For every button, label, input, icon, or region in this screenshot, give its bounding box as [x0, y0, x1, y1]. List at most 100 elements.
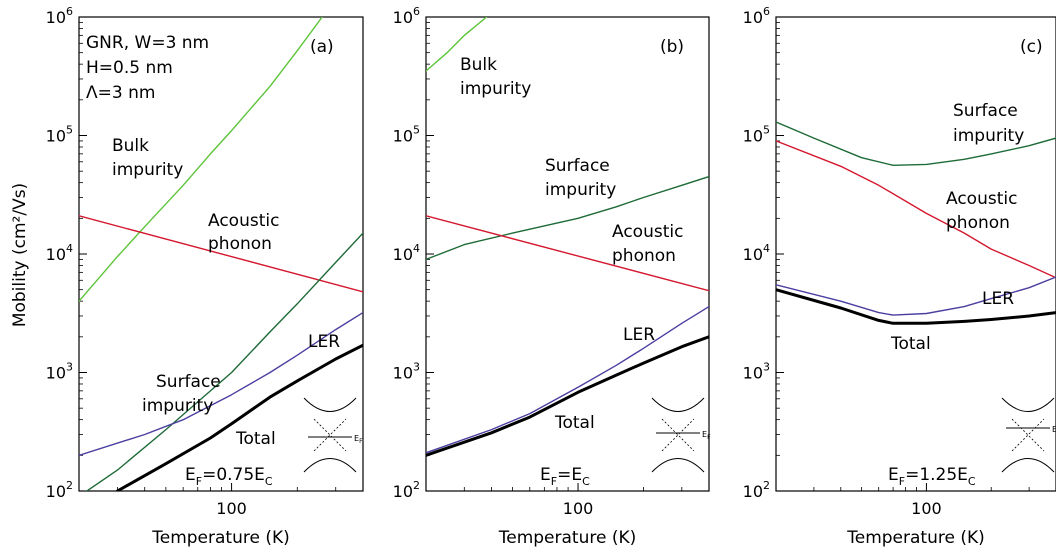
y-tick-label: 105	[46, 124, 73, 146]
ef-sub: F	[899, 475, 905, 488]
x-tick-label: 100	[911, 499, 942, 518]
y-tick-label: 106	[393, 5, 420, 27]
y-tick-label: 104	[46, 242, 73, 264]
total-curve-label: Total	[235, 429, 276, 449]
bulk-curve-label: impurity	[460, 79, 531, 99]
dirac-cone-dashed	[1011, 418, 1045, 452]
series-line-acoustic	[79, 215, 363, 293]
surface-curve-label: Surface	[156, 372, 221, 392]
fermi-level-label: EF=0.75EC	[185, 465, 273, 488]
series-line-total	[426, 335, 709, 457]
parameter-text: Λ=3 nm	[86, 83, 155, 103]
panel-label: (b)	[660, 37, 684, 57]
dirac-cone-dashed	[661, 418, 695, 452]
x-tick-label: 100	[216, 499, 247, 518]
band-structure-icon: EF	[303, 397, 363, 473]
y-tick-label: 102	[46, 479, 73, 501]
bulk-curve-label: Bulk	[112, 136, 149, 156]
y-tick-exp: 6	[413, 5, 420, 18]
y-tick-base: 10	[46, 245, 66, 264]
y-tick-exp: 5	[66, 124, 73, 137]
y-tick-label: 106	[46, 5, 73, 27]
series-line-surface	[85, 232, 363, 491]
y-tick-label: 104	[393, 242, 420, 264]
y-tick-base: 10	[46, 364, 66, 383]
total-curve-label: Total	[890, 334, 931, 354]
y-tick-exp: 4	[66, 242, 73, 255]
ef-icon-prefix: E	[354, 434, 359, 443]
valence-band-curve	[303, 458, 357, 473]
y-tick-exp: 2	[413, 479, 420, 492]
panel-label: (a)	[310, 37, 334, 57]
conduction-band-curve	[651, 397, 705, 412]
y-tick-base: 10	[46, 8, 66, 27]
series-line-acoustic	[776, 140, 1056, 279]
series-group	[426, 17, 709, 457]
fermi-level-label: EF=EC	[540, 465, 590, 488]
conduction-band-curve	[303, 397, 357, 412]
x-axis-label: Temperature (K)	[151, 528, 290, 548]
ler-curve-label: LER	[308, 332, 340, 352]
acoustic-curve-label: phonon	[612, 246, 676, 266]
surface-curve-label: Surface	[953, 101, 1018, 121]
valence-band-curve	[651, 458, 705, 473]
conduction-band-curve	[1001, 397, 1055, 412]
fermi-level-icon-label: EF	[1052, 425, 1056, 436]
ef-prefix: E	[540, 465, 551, 485]
y-tick-exp: 3	[66, 361, 73, 374]
band-structure-icon: EF	[651, 397, 711, 473]
y-tick-label: 103	[46, 361, 73, 383]
fermi-level-icon-label: EF	[702, 430, 711, 441]
ef-icon-sub: F	[707, 434, 711, 441]
acoustic-curve-label: phonon	[208, 234, 272, 254]
y-tick-base: 10	[46, 482, 66, 501]
dirac-cone-dashed	[1011, 418, 1045, 452]
series-group	[776, 121, 1056, 325]
y-tick-base: 10	[743, 482, 763, 501]
y-tick-base: 10	[393, 482, 413, 501]
y-tick-exp: 6	[66, 5, 73, 18]
acoustic-curve-label: Acoustic	[946, 189, 1017, 209]
y-tick-base: 10	[393, 8, 413, 27]
series-line-ler	[426, 305, 709, 454]
fermi-level-icon-label: EF	[354, 434, 363, 445]
ef-icon-prefix: E	[1052, 425, 1056, 434]
plot-frame	[775, 16, 1056, 492]
ler-curve-label: LER	[623, 325, 655, 345]
y-tick-label: 105	[393, 124, 420, 146]
ler-curve-label: LER	[982, 289, 1014, 309]
ef-icon-sub: F	[359, 438, 363, 445]
ef-sub2: C	[582, 475, 590, 488]
series-line-acoustic	[426, 215, 709, 292]
dirac-cone-dashed	[661, 418, 695, 452]
y-tick-base: 10	[743, 127, 763, 146]
bulk-curve-label: Bulk	[460, 55, 497, 75]
y-tick-exp: 3	[413, 361, 420, 374]
x-tick-label: 100	[563, 499, 594, 518]
series-line-total	[776, 288, 1056, 325]
bulk-curve-label: impurity	[112, 160, 183, 180]
series-group	[79, 17, 363, 491]
ef-rest: =E	[557, 465, 582, 485]
parameter-text: H=0.5 nm	[86, 58, 173, 78]
ef-rest: =1.25E	[905, 465, 968, 485]
dirac-cone-dashed	[313, 418, 347, 452]
y-tick-base: 10	[743, 8, 763, 27]
band-structure-icon: EF	[1001, 397, 1056, 473]
series-line-bulk	[79, 17, 323, 302]
surface-curve-label: impurity	[142, 396, 213, 416]
series-line-ler	[776, 276, 1056, 316]
surface-curve-label: impurity	[953, 126, 1024, 146]
y-tick-base: 10	[393, 127, 413, 146]
ef-sub2: C	[265, 475, 273, 488]
y-tick-exp: 2	[66, 479, 73, 492]
y-tick-base: 10	[393, 245, 413, 264]
acoustic-curve-label: phonon	[946, 213, 1010, 233]
series-line-surface	[776, 121, 1056, 167]
y-tick-exp: 3	[763, 361, 770, 374]
total-curve-label: Total	[554, 413, 595, 433]
ef-icon-prefix: E	[702, 430, 707, 439]
